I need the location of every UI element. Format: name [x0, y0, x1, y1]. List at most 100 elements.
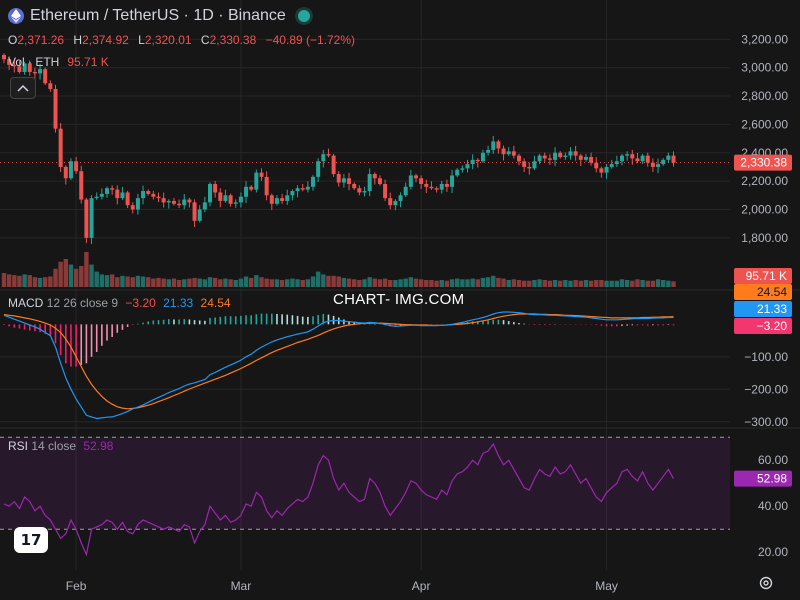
candle-body: [233, 202, 238, 204]
ohlc-legend: O2,371.26 H2,374.92 L2,320.01 C2,330.38 …: [8, 33, 361, 47]
candle-body: [94, 196, 99, 199]
volume-bar: [290, 278, 295, 287]
candle-body: [357, 188, 362, 193]
candle-body: [450, 175, 455, 187]
volume-bar: [475, 279, 480, 287]
price-tick-label: 3,000.00: [741, 61, 788, 75]
volume-bar: [37, 277, 43, 287]
chevron-up-icon: [17, 84, 29, 92]
volume-badge: 95.71 K: [746, 269, 787, 283]
candle-body: [594, 162, 599, 169]
rsi-value-badge: 52.98: [757, 472, 787, 486]
time-tick-label: May: [595, 579, 618, 593]
candle-body: [197, 209, 202, 221]
candle-body: [522, 161, 527, 167]
volume-bar: [48, 276, 53, 287]
collapse-legend-button[interactable]: [10, 77, 36, 99]
volume-bar: [321, 274, 326, 287]
rsi-value-badge-bg: [734, 470, 792, 487]
volume-bar: [573, 280, 578, 287]
time-tick-label: Apr: [412, 579, 431, 593]
volume-bar: [542, 280, 547, 287]
volume-bar: [315, 271, 321, 287]
volume-bar: [455, 278, 460, 287]
volume-bar: [655, 279, 661, 287]
price-tick-label: 1,800.00: [741, 231, 788, 245]
tradingview-logo[interactable]: 17: [14, 527, 48, 553]
candle-body: [336, 174, 341, 183]
macd-signal-line: [3, 313, 674, 410]
ohlc-open-value: 2,371.26: [17, 33, 65, 47]
volume-bar: [249, 277, 254, 287]
candle-body: [419, 178, 424, 184]
volume-bar: [583, 280, 589, 287]
volume-bar: [511, 279, 517, 287]
volume-bar: [666, 280, 671, 287]
candle-body: [517, 155, 521, 162]
volume-bar: [527, 280, 532, 287]
ohlc-close-value: 2,330.38: [209, 33, 257, 47]
volume-bar: [63, 259, 68, 287]
volume-bar: [650, 280, 656, 287]
candle-body: [661, 159, 666, 165]
last-price-badge: 2,330.38: [740, 156, 787, 170]
macd-legend[interactable]: MACD 12 26 close 9 −3.20 21.33 24.54: [8, 296, 231, 310]
volume-bar: [22, 274, 27, 287]
candle-body: [223, 195, 228, 201]
volume-bar: [192, 277, 197, 287]
macd-line: [3, 311, 674, 420]
volume-bar: [279, 280, 285, 287]
candle-body: [496, 141, 501, 149]
ethereum-icon: [8, 8, 24, 24]
candle-body: [22, 63, 27, 72]
candle-body: [620, 155, 624, 162]
gear-icon[interactable]: [758, 575, 774, 591]
candle-body: [347, 178, 352, 184]
candle-body: [553, 152, 558, 160]
candle-body: [609, 164, 614, 167]
volume-bar: [552, 280, 558, 287]
volume-bar: [331, 275, 336, 287]
candle-body: [475, 159, 480, 162]
candle-body: [630, 154, 635, 159]
volume-bar: [156, 277, 161, 287]
symbol-title: Ethereum / TetherUS · 1D · Binance: [30, 7, 286, 24]
candle-body: [32, 71, 37, 74]
candle-body: [537, 155, 542, 162]
macd-value-badge-bg: [734, 301, 792, 317]
volume-bar: [197, 278, 202, 287]
candle-body: [105, 188, 109, 194]
candle-body: [589, 157, 594, 163]
macd-params: 12 26 close 9: [46, 296, 119, 310]
candle-body: [305, 186, 310, 190]
candle-body: [444, 183, 449, 187]
macd-histogram: [3, 313, 675, 367]
macd-tick-label: −200.00: [744, 382, 788, 396]
candle-body: [110, 188, 115, 190]
rsi-legend[interactable]: RSI 14 close 52.98: [8, 439, 113, 453]
volume-bar: [254, 275, 259, 287]
candle-body: [146, 191, 151, 194]
volume-bar: [115, 277, 120, 287]
candle-body: [208, 183, 212, 203]
candle-body: [274, 198, 279, 204]
time-axis[interactable]: Feb Mar Apr May: [66, 579, 618, 593]
volume-bar: [439, 280, 444, 287]
volume-bar: [166, 279, 171, 287]
volume-bar: [429, 280, 434, 287]
volume-bar: [635, 279, 640, 287]
symbol-legend[interactable]: Ethereum / TetherUS · 1D · Binance: [8, 7, 310, 25]
volume-bar: [79, 266, 84, 287]
volume-bar: [465, 279, 470, 287]
volume-bar: [537, 279, 542, 287]
volume-bar: [501, 278, 506, 287]
price-tick-label: 2,200.00: [741, 174, 788, 188]
volume-bar: [671, 281, 676, 287]
candle-body: [218, 192, 223, 201]
volume-bar: [295, 279, 300, 287]
candle-body: [388, 198, 393, 206]
volume-bar: [89, 264, 94, 287]
volume-bar: [187, 278, 192, 287]
macd-signal-badge: 24.54: [757, 285, 787, 299]
